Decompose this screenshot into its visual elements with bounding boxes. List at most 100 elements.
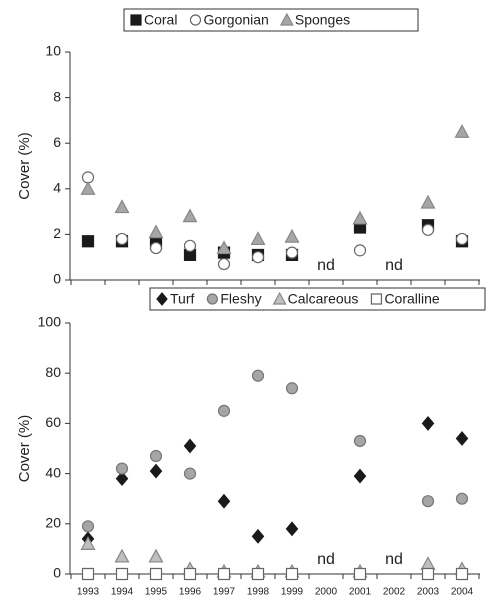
point	[114, 199, 130, 214]
point	[217, 404, 231, 417]
y-tick-label: 0	[53, 565, 61, 581]
point	[81, 567, 95, 581]
point	[149, 241, 163, 255]
y-tick-label: 0	[53, 271, 61, 287]
legend-marker	[156, 292, 168, 306]
x-tick-label: 1999	[281, 587, 304, 598]
point	[251, 567, 265, 581]
x-tick-label: 1996	[179, 587, 202, 598]
y-tick-label: 10	[45, 43, 61, 59]
x-tick-label: 1995	[145, 587, 168, 598]
point	[353, 567, 367, 581]
legend-marker	[206, 293, 218, 305]
point	[455, 567, 469, 581]
point	[183, 438, 197, 454]
point	[80, 536, 96, 550]
point	[115, 471, 129, 487]
y-tick-label: 4	[53, 180, 61, 196]
y-tick-label: 80	[45, 364, 61, 380]
point	[352, 210, 368, 225]
point	[115, 462, 129, 475]
point	[115, 567, 129, 581]
y-tick-label: 8	[53, 88, 61, 104]
x-tick-label: 1997	[213, 587, 236, 598]
point	[421, 223, 435, 236]
point	[149, 463, 163, 479]
point	[217, 257, 231, 271]
legend-label: Coral	[144, 12, 177, 28]
point	[183, 467, 197, 480]
y-tick-label: 20	[45, 515, 61, 531]
y-tick-label: 6	[53, 134, 61, 150]
point	[353, 434, 367, 448]
point	[455, 431, 469, 446]
point	[420, 556, 436, 571]
point	[183, 239, 197, 252]
point	[149, 567, 163, 581]
point	[420, 194, 436, 209]
point	[149, 449, 163, 463]
x-tick-label: 1998	[247, 587, 270, 598]
point	[454, 124, 470, 138]
y-axis-label: Cover (%)	[16, 132, 33, 200]
legend-marker	[279, 12, 294, 26]
x-tick-label: 2003	[417, 587, 440, 598]
point	[421, 567, 435, 581]
x-tick-label: 2002	[383, 587, 406, 598]
x-tick-label: 2000	[315, 587, 338, 598]
annotation: nd	[385, 257, 403, 274]
y-tick-label: 100	[38, 314, 62, 330]
point	[148, 224, 164, 239]
point	[251, 369, 265, 382]
legend-label: Turf	[170, 291, 194, 307]
legend-label: Gorgonian	[203, 12, 268, 28]
x-tick-label: 2004	[451, 587, 474, 598]
point	[455, 492, 469, 505]
x-tick-label: 1994	[111, 587, 134, 598]
point	[251, 528, 265, 544]
point	[148, 548, 164, 563]
point	[114, 548, 130, 563]
annotation: nd	[317, 257, 335, 274]
point	[251, 251, 265, 264]
point	[284, 228, 300, 243]
legend-label: Coralline	[384, 291, 439, 307]
point	[182, 208, 198, 223]
point	[81, 520, 95, 533]
point	[183, 567, 197, 581]
legend-marker	[130, 14, 142, 26]
point	[285, 246, 299, 259]
y-tick-label: 2	[53, 225, 61, 241]
point	[80, 181, 96, 195]
point	[217, 567, 231, 581]
point	[353, 244, 367, 257]
legend-marker	[272, 291, 287, 305]
x-tick-label: 2001	[349, 587, 372, 598]
legend-marker	[370, 293, 383, 305]
point	[285, 382, 299, 395]
point	[217, 493, 231, 509]
point	[216, 240, 232, 255]
legend-box	[123, 8, 419, 32]
legend-label: Calcareous	[288, 291, 359, 307]
point	[421, 415, 435, 431]
annotation: nd	[317, 551, 335, 568]
y-tick-label: 40	[45, 464, 61, 480]
point	[353, 468, 367, 484]
point	[421, 495, 435, 508]
annotation: nd	[385, 551, 403, 568]
legend-label: Fleshy	[220, 291, 261, 307]
point	[115, 232, 129, 246]
point	[455, 232, 469, 246]
legend-marker	[189, 14, 202, 26]
point	[250, 231, 266, 246]
y-axis-label: Cover (%)	[16, 415, 33, 483]
y-tick-label: 60	[45, 414, 61, 430]
point	[285, 567, 299, 581]
point	[81, 235, 95, 248]
legend-label: Sponges	[295, 12, 350, 28]
point	[285, 521, 299, 537]
x-tick-label: 1993	[77, 587, 100, 598]
legend-box	[149, 287, 486, 311]
